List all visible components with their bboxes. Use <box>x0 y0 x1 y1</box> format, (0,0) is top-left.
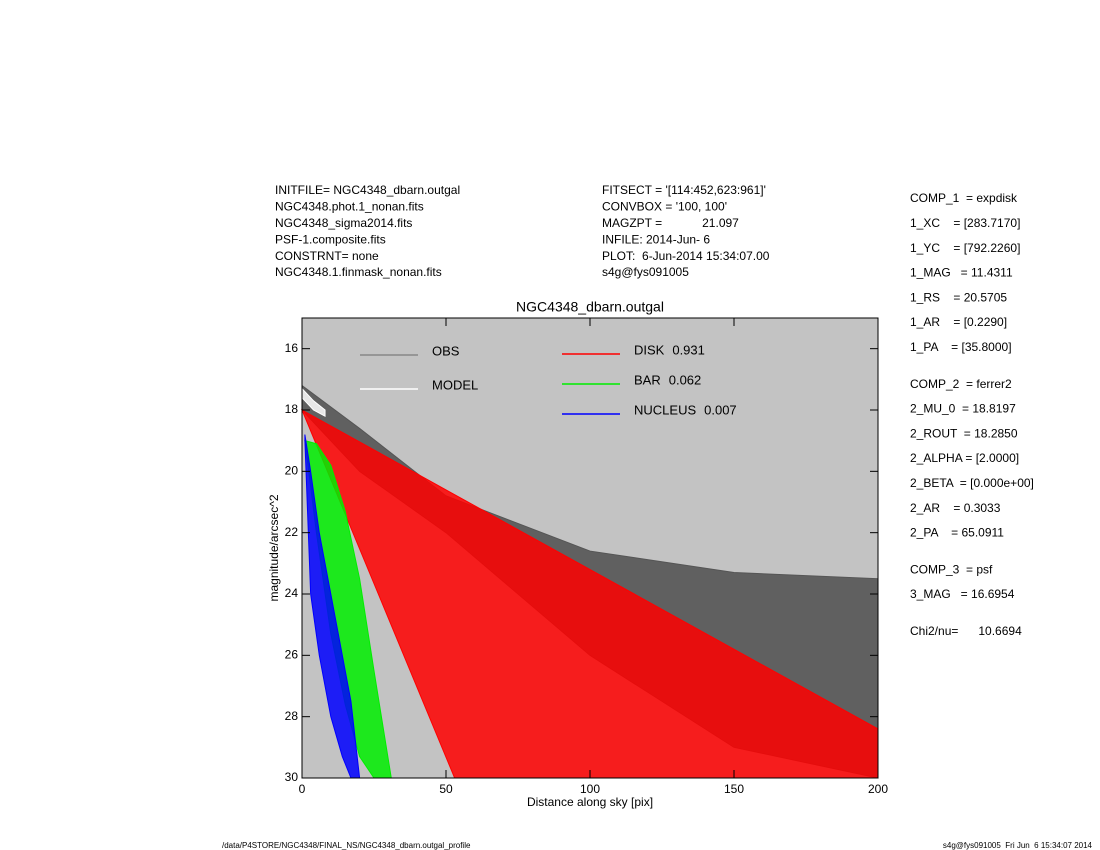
x-tick-label: 150 <box>724 782 744 796</box>
header-line: INITFILE= NGC4348_dbarn.outgal <box>275 183 460 197</box>
header-line: PSF-1.composite.fits <box>275 232 386 246</box>
parameter-line: 2_ALPHA = [2.0000] <box>910 451 1019 465</box>
legend-fraction: 0.062 <box>669 372 702 387</box>
y-tick-label: 20 <box>285 464 299 478</box>
y-tick-label: 22 <box>285 525 299 539</box>
parameter-line: COMP_3 = psf <box>910 562 993 576</box>
parameter-line: 2_BETA = [0.000e+00] <box>910 476 1034 490</box>
legend-fraction: 0.931 <box>672 342 705 357</box>
header-line: NGC4348.1.finmask_nonan.fits <box>275 265 442 279</box>
parameter-line: 1_MAG = 11.4311 <box>910 266 1013 280</box>
x-tick-label: 0 <box>299 782 306 796</box>
y-axis-label: magnitude/arcsec^2 <box>267 494 281 601</box>
y-tick-label: 28 <box>285 709 299 723</box>
parameter-line: 2_ROUT = 18.2850 <box>910 426 1018 440</box>
header-line: NGC4348_sigma2014.fits <box>275 216 412 230</box>
parameter-line: COMP_2 = ferrer2 <box>910 377 1012 391</box>
parameter-line: 2_PA = 65.0911 <box>910 526 1004 540</box>
legend-label: MODEL <box>432 377 478 392</box>
y-tick-label: 30 <box>285 770 299 784</box>
header-line: MAGZPT = 21.097 <box>602 216 739 230</box>
legend-label: NUCLEUS <box>634 402 696 417</box>
legend-fraction: 0.007 <box>704 402 737 417</box>
x-tick-label: 100 <box>580 782 600 796</box>
y-tick-label: 18 <box>285 402 299 416</box>
parameter-line: 1_YC = [792.2260] <box>910 241 1020 255</box>
x-axis-label: Distance along sky [pix] <box>527 795 653 809</box>
parameter-line: COMP_1 = expdisk <box>910 191 1018 205</box>
footer-left: /data/P4STORE/NGC4348/FINAL_NS/NGC4348_d… <box>222 841 471 850</box>
x-tick-label: 200 <box>868 782 888 796</box>
parameter-line: 3_MAG = 16.6954 <box>910 587 1015 601</box>
parameter-line: 1_PA = [35.8000] <box>910 340 1012 354</box>
chart-title: NGC4348_dbarn.outgal <box>516 299 664 315</box>
legend-label: BAR <box>634 372 661 387</box>
header-line: INFILE: 2014-Jun- 6 <box>602 232 710 246</box>
y-tick-label: 16 <box>285 341 299 355</box>
y-tick-label: 24 <box>285 586 299 600</box>
legend-label: OBS <box>432 343 460 358</box>
parameter-line: 1_XC = [283.7170] <box>910 216 1020 230</box>
header-line: FITSECT = '[114:452,623:961]' <box>602 183 766 197</box>
parameter-line: Chi2/nu= 10.6694 <box>910 624 1022 638</box>
parameter-line: 1_AR = [0.2290] <box>910 315 1007 329</box>
footer-right: s4g@fys091005 Fri Jun 6 15:34:07 2014 <box>943 841 1093 850</box>
header-line: NGC4348.phot.1_nonan.fits <box>275 200 424 214</box>
header-line: CONSTRNT= none <box>275 249 379 263</box>
parameter-line: 2_MU_0 = 18.8197 <box>910 402 1016 416</box>
parameter-line: 2_AR = 0.3033 <box>910 501 1001 515</box>
legend-label: DISK <box>634 342 665 357</box>
header-line: PLOT: 6-Jun-2014 15:34:07.00 <box>602 249 770 263</box>
parameter-line: 1_RS = 20.5705 <box>910 290 1007 304</box>
x-tick-label: 50 <box>439 782 453 796</box>
header-line: CONVBOX = '100, 100' <box>602 200 727 214</box>
header-line: s4g@fys091005 <box>602 265 689 279</box>
y-tick-label: 26 <box>285 648 299 662</box>
